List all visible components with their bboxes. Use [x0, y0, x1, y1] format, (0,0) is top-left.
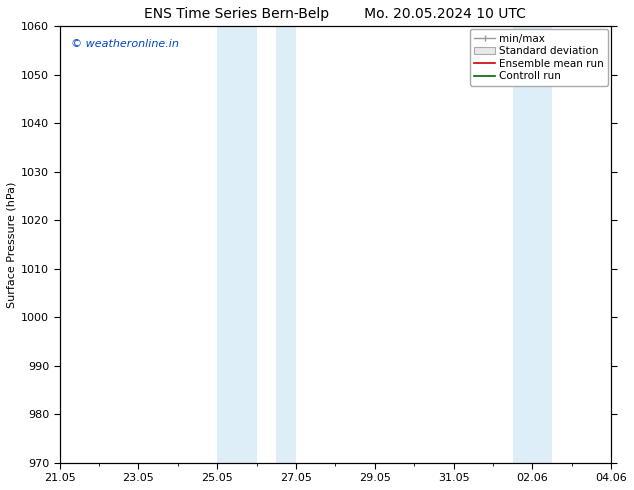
Title: ENS Time Series Bern-Belp        Mo. 20.05.2024 10 UTC: ENS Time Series Bern-Belp Mo. 20.05.2024…: [145, 7, 526, 21]
Text: © weatheronline.in: © weatheronline.in: [70, 39, 179, 49]
Bar: [513, 26, 552, 463]
Y-axis label: Surface Pressure (hPa): Surface Pressure (hPa): [7, 181, 17, 308]
Bar: [276, 26, 296, 463]
Legend: min/max, Standard deviation, Ensemble mean run, Controll run: min/max, Standard deviation, Ensemble me…: [470, 29, 608, 86]
Bar: [217, 26, 257, 463]
